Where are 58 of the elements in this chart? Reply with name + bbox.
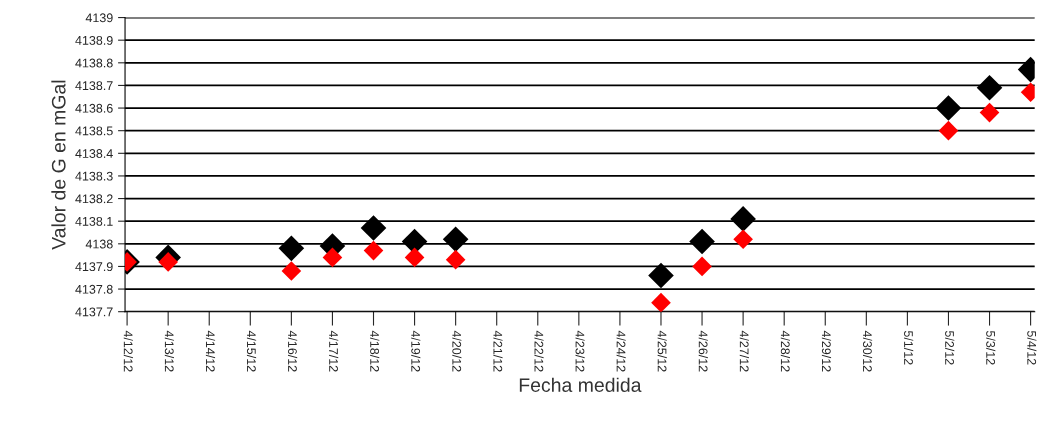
y-axis-title: Valor de G en mGal bbox=[51, 80, 66, 250]
x-tick-label: 4/13/12 bbox=[164, 330, 174, 372]
x-tick-label: 5/2/12 bbox=[945, 330, 955, 365]
point bbox=[360, 215, 387, 241]
x-tick-label: 4/26/12 bbox=[698, 330, 708, 372]
point bbox=[976, 74, 1003, 101]
x-tick-label: 4/27/12 bbox=[739, 330, 749, 372]
y-tick-label: 4138.2 bbox=[75, 194, 113, 204]
point bbox=[692, 256, 712, 277]
x-axis-title: Fecha medida bbox=[519, 377, 642, 392]
y-tick-label: 4138.9 bbox=[75, 35, 113, 45]
x-tick-label: 5/1/12 bbox=[904, 330, 914, 365]
x-tick-label: 4/20/12 bbox=[452, 330, 462, 372]
y-tick-label: 4138.6 bbox=[75, 103, 113, 113]
y-tick-label: 4138.8 bbox=[75, 58, 113, 68]
x-tick-label: 5/4/12 bbox=[1027, 330, 1037, 365]
x-tick-label: 5/3/12 bbox=[986, 330, 996, 365]
y-tick-label: 4137.8 bbox=[75, 284, 113, 294]
x-tick-label: 4/23/12 bbox=[575, 330, 585, 372]
point bbox=[733, 229, 753, 250]
y-tick-label: 4138.4 bbox=[75, 149, 113, 158]
y-tick-label: 4137.7 bbox=[75, 307, 113, 317]
y-tick-label: 4138.1 bbox=[75, 216, 113, 226]
point bbox=[730, 206, 756, 232]
point bbox=[442, 226, 469, 253]
point bbox=[158, 252, 178, 272]
x-tick-label: 4/21/12 bbox=[493, 330, 503, 372]
point bbox=[322, 247, 343, 268]
point bbox=[648, 262, 674, 289]
point bbox=[651, 292, 671, 312]
x-tick-label: 4/19/12 bbox=[411, 330, 421, 372]
x-tick-label: 4/14/12 bbox=[205, 330, 216, 372]
y-tick-label: 4138.7 bbox=[75, 81, 113, 91]
y-tick-label: 4138.3 bbox=[75, 171, 113, 181]
point bbox=[935, 95, 962, 121]
x-tick-label: 4/30/12 bbox=[862, 330, 873, 372]
point bbox=[281, 261, 302, 281]
x-tick-label: 4/18/12 bbox=[370, 330, 380, 372]
x-tick-label: 4/12/12 bbox=[123, 330, 133, 372]
x-tick-label: 4/22/12 bbox=[534, 330, 544, 372]
point bbox=[938, 120, 959, 141]
y-tick-label: 4137.9 bbox=[75, 262, 113, 272]
x-tick-label: 4/24/12 bbox=[616, 330, 626, 372]
y-tick-label: 4138.5 bbox=[75, 126, 113, 136]
x-tick-label: 4/16/12 bbox=[288, 330, 298, 372]
point bbox=[404, 247, 425, 268]
point bbox=[689, 228, 715, 255]
x-tick-label: 4/28/12 bbox=[780, 330, 791, 372]
point bbox=[445, 249, 466, 270]
point bbox=[278, 235, 305, 262]
x-tick-label: 4/15/12 bbox=[246, 330, 257, 372]
y-tick-label: 4139 bbox=[85, 13, 113, 23]
x-tick-label: 4/29/12 bbox=[821, 330, 832, 372]
point bbox=[363, 240, 384, 261]
y-tick-label: 4138 bbox=[85, 239, 113, 249]
point bbox=[979, 102, 1000, 123]
x-tick-label: 4/25/12 bbox=[657, 330, 667, 372]
x-tick-label: 4/17/12 bbox=[329, 330, 339, 372]
